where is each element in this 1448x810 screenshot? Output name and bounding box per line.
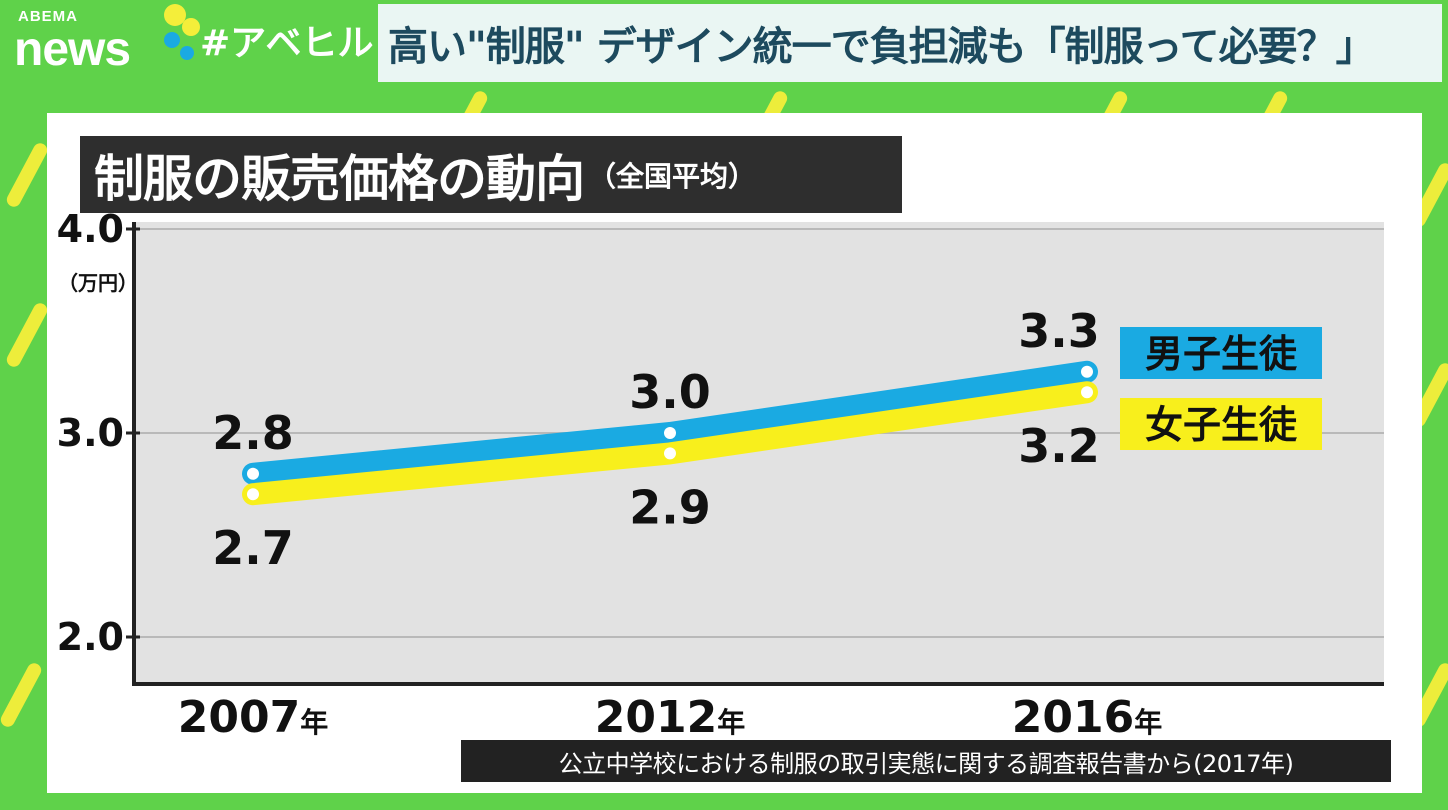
headline-text: 高い"制服" デザイン統一で負担減も「制服って必要？」 xyxy=(388,24,1376,70)
y-axis-unit-label: （万円） xyxy=(58,271,138,295)
abema-news-logo: ABEMA news xyxy=(14,4,200,82)
x-tick-label: 2016年 xyxy=(1012,692,1162,743)
chart-title-text: 制服の販売価格の動向 xyxy=(94,149,585,208)
chart-subtitle-text: （全国平均） xyxy=(588,159,757,193)
data-label: 2.7 xyxy=(212,521,294,575)
data-label: 2.8 xyxy=(212,406,294,460)
logo-dot-icon xyxy=(164,4,186,26)
y-tick-label: 3.0 xyxy=(57,411,124,455)
x-tick-label: 2007年 xyxy=(178,692,328,743)
y-tick-label: 4.0 xyxy=(57,207,124,251)
program-hashtag: #アベヒル xyxy=(200,23,374,64)
y-tick-labels: 4.0 3.0 2.0 xyxy=(57,207,140,659)
logo-dot-icon xyxy=(164,32,180,48)
data-label: 2.9 xyxy=(629,480,711,534)
data-label: 3.3 xyxy=(1018,304,1100,358)
data-point xyxy=(664,427,676,439)
logo-bottom-text: news xyxy=(14,23,131,76)
y-tick-label: 2.0 xyxy=(57,615,124,659)
headline-banner: 高い"制服" デザイン統一で負担減も「制服って必要？」 xyxy=(378,4,1442,82)
data-point xyxy=(1081,386,1093,399)
legend-swatch xyxy=(1120,327,1322,379)
data-point xyxy=(247,488,259,501)
legend-label: 男子生徒 xyxy=(1145,332,1298,376)
logo-dot-icon xyxy=(180,46,194,60)
legend-swatch xyxy=(1120,398,1322,450)
data-label: 3.2 xyxy=(1018,419,1100,473)
logo-top-text: ABEMA xyxy=(18,8,78,25)
data-points xyxy=(247,365,1093,501)
data-point xyxy=(247,467,259,480)
data-label: 3.0 xyxy=(629,365,711,419)
legend-label: 女子生徒 xyxy=(1145,403,1298,447)
source-text: 公立中学校における制服の取引実態に関する調査報告書から(2017年) xyxy=(558,749,1294,778)
chart-title: 制服の販売価格の動向 （全国平均） xyxy=(80,136,902,213)
x-tick-label: 2012年 xyxy=(595,692,745,743)
plot-area xyxy=(134,222,1384,684)
source-caption: 公立中学校における制服の取引実態に関する調査報告書から(2017年) xyxy=(461,740,1391,782)
data-labels: 2.8 3.0 3.3 2.7 2.9 3.2 xyxy=(212,304,1100,575)
data-point xyxy=(664,447,676,460)
x-tick-labels: 2007年 2012年 2016年 xyxy=(178,692,1162,743)
data-point xyxy=(1081,365,1093,378)
logo-dot-icon xyxy=(182,18,200,36)
